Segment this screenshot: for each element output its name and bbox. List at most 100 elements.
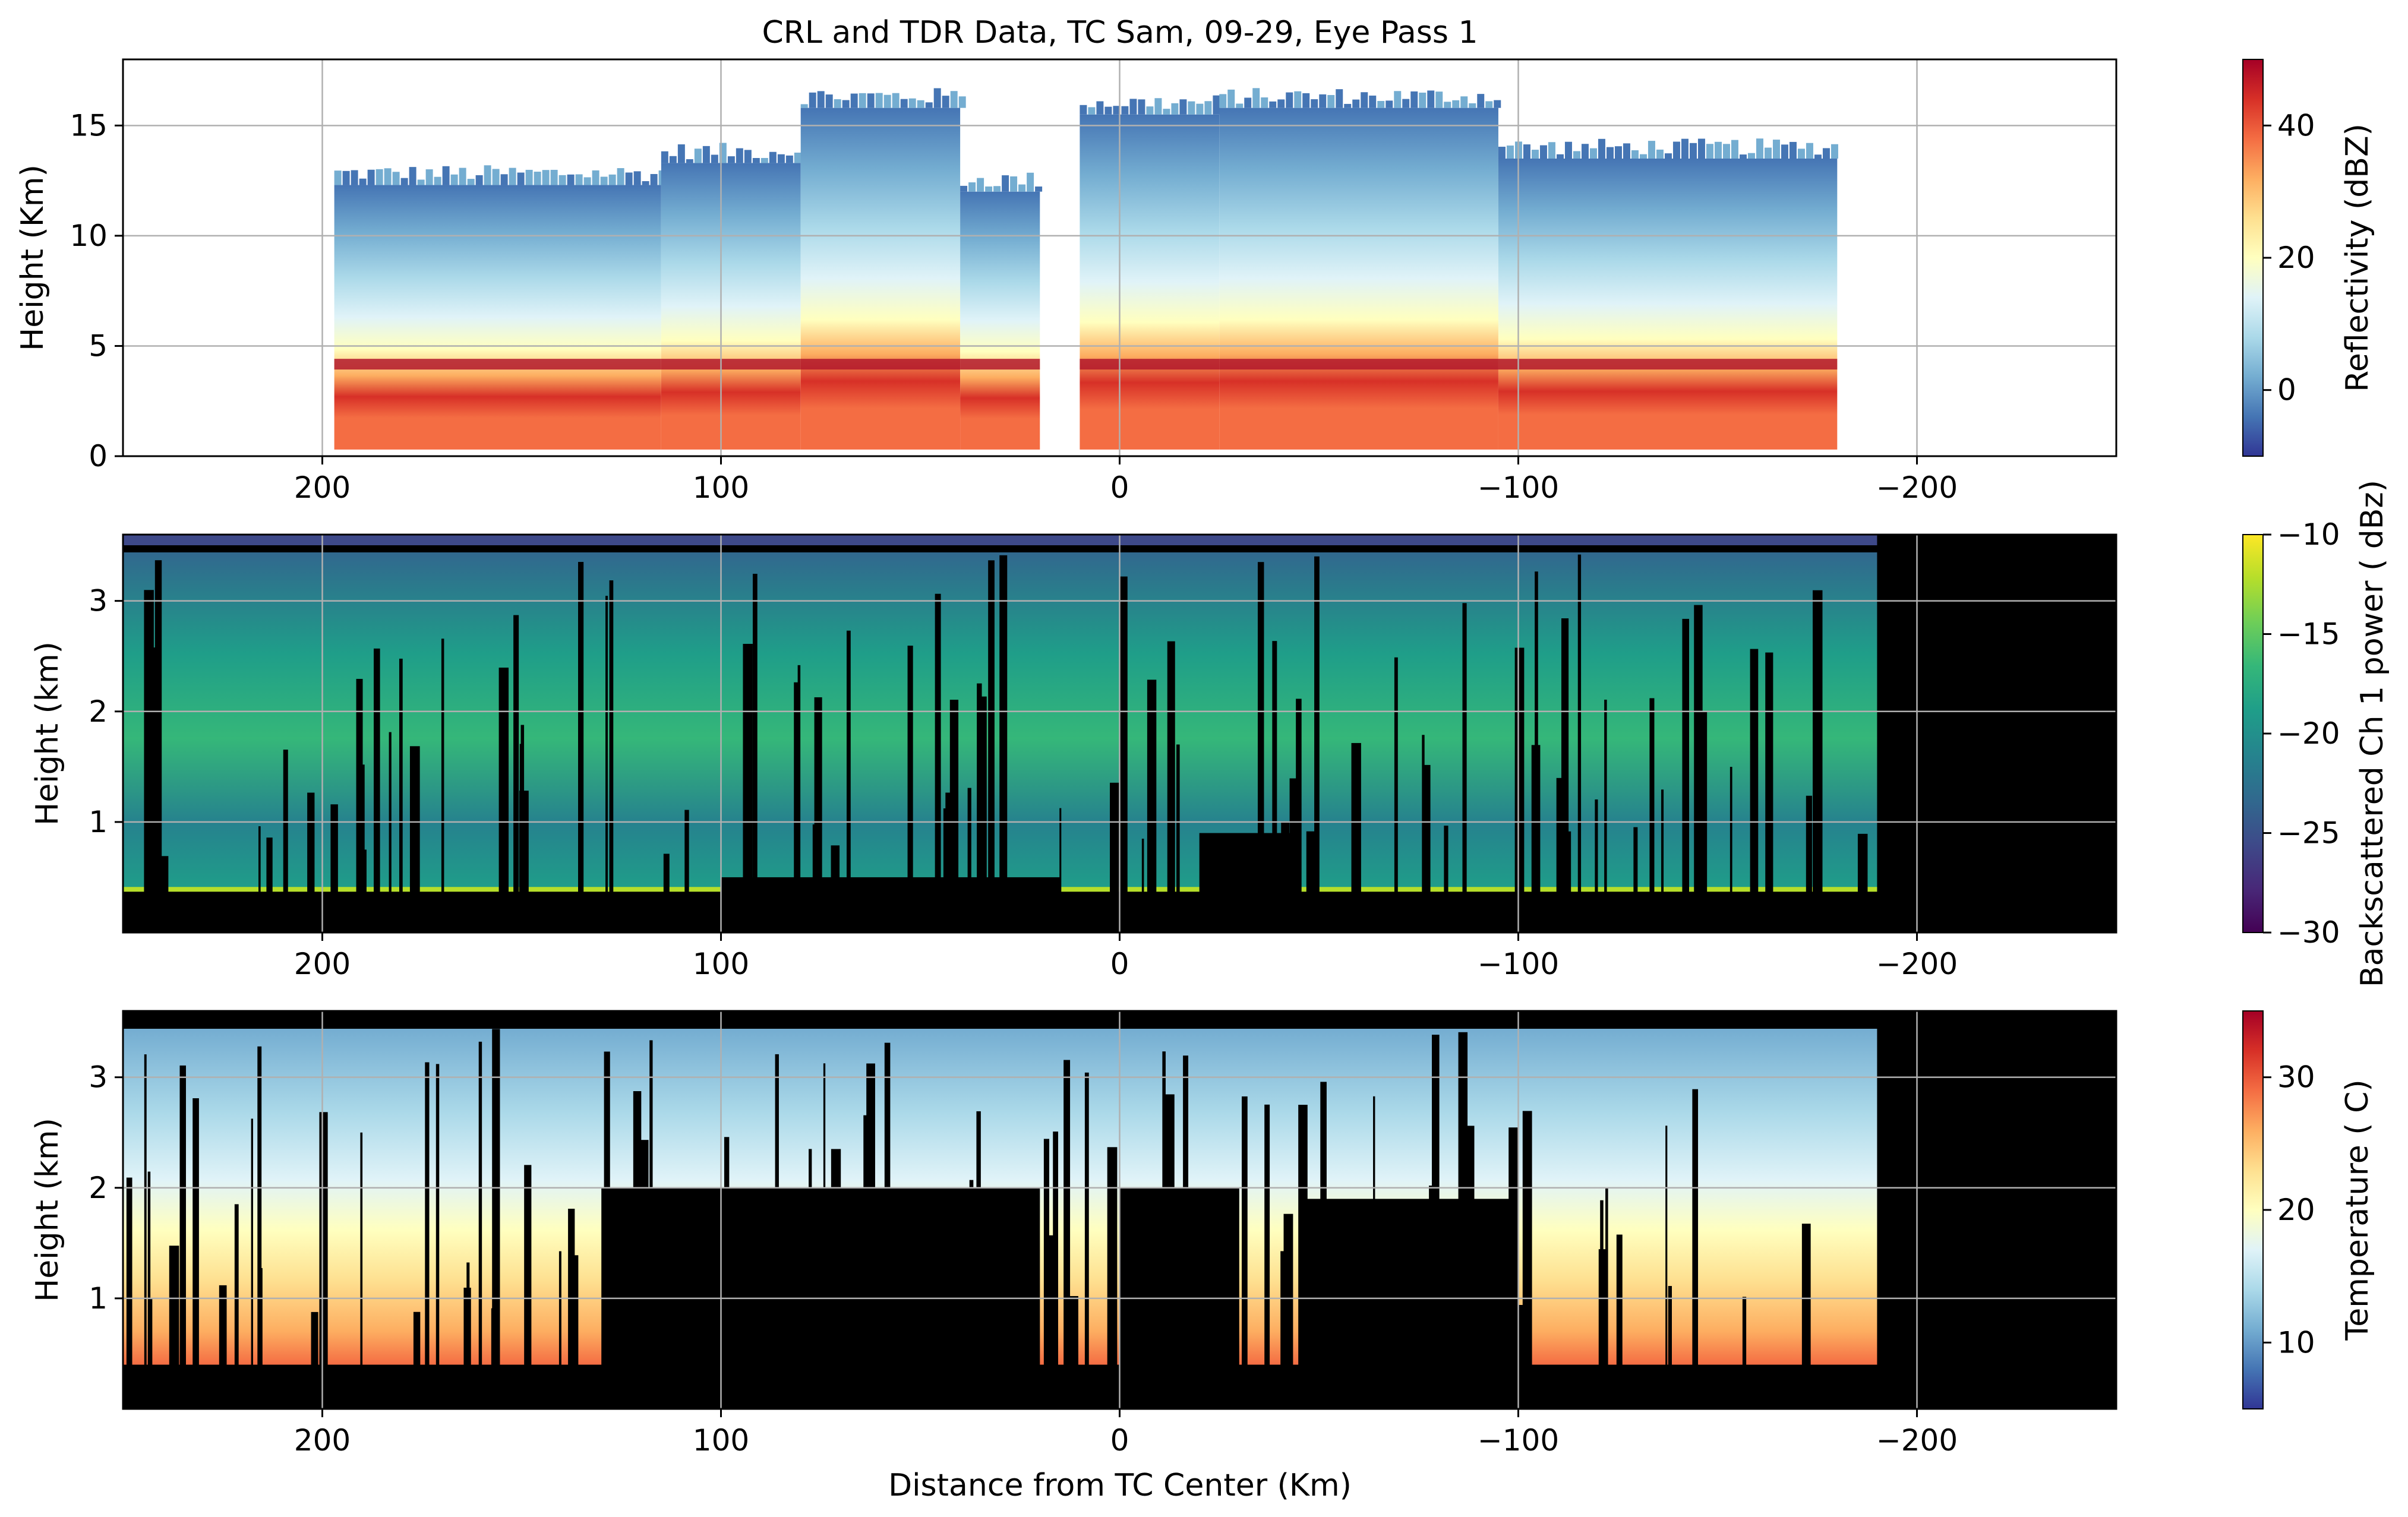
echo-top-cell [1163, 109, 1170, 115]
attenuation-streak [1682, 618, 1690, 933]
attenuation-streak [1439, 1228, 1444, 1409]
echo-top-cell [1822, 148, 1830, 159]
bright-band [1219, 359, 1498, 370]
attenuation-streak [809, 1149, 812, 1409]
attenuation-streak [1577, 554, 1582, 933]
colorbar-tick-label: −25 [2277, 816, 2340, 851]
echo-top-cell [509, 167, 516, 185]
attenuation-streak [258, 826, 261, 933]
echo-top-cell [392, 172, 400, 185]
attenuation-streak [192, 1098, 199, 1409]
echo-top-cell [785, 155, 793, 163]
backscatter-field [123, 535, 1877, 933]
colorbar-tick-label: 30 [2277, 1060, 2315, 1095]
attenuation-streak [159, 856, 169, 933]
echo-top-cell [1531, 150, 1539, 159]
colorbar-label: Temperature ( C) [2340, 1079, 2375, 1341]
attenuation-streak [399, 658, 403, 933]
x-ticks: 200 100 0 −100 −200 [294, 933, 1958, 981]
echo-top-cell [760, 157, 768, 163]
echo-top-cell [727, 156, 735, 163]
echo-top-cell [892, 93, 900, 108]
echo-top-cell [459, 167, 466, 185]
echo-top-cell [633, 171, 641, 185]
attenuation-streak [1423, 764, 1431, 933]
echo-top-cell [1419, 92, 1427, 108]
echo-top-cell [1386, 100, 1393, 108]
x-tick-label: −100 [1478, 470, 1559, 505]
y-axis-label: Height (km) [30, 641, 65, 826]
echo-top-cell [1506, 146, 1514, 159]
echo-top-cell [400, 178, 408, 185]
echo-top-cell [1410, 91, 1418, 108]
echo-top-cell [900, 99, 908, 108]
attenuation-streak [1466, 1126, 1475, 1409]
echo-top-cell [1556, 154, 1564, 159]
attenuation-streak [319, 1112, 328, 1409]
attenuation-streak [1110, 782, 1119, 933]
echo-top-cell [1664, 153, 1672, 159]
echo-top-cell [1154, 98, 1162, 115]
echo-top-cell [908, 98, 916, 108]
reflectivity-band [960, 191, 1040, 450]
attenuation-streak [1281, 821, 1290, 933]
echo-top-cell [883, 94, 891, 108]
attenuation-streak [831, 1149, 841, 1409]
echo-top-cell [1789, 141, 1797, 159]
attenuation-streak [1564, 831, 1571, 933]
attenuation-streak [1296, 699, 1302, 933]
attenuation-streak [152, 647, 157, 933]
attenuation-streak [1043, 1139, 1050, 1409]
echo-top-cell [1213, 95, 1220, 115]
colorbar-tick-label: −20 [2277, 716, 2340, 751]
echo-top-cell [534, 172, 541, 185]
attenuation-streak [1168, 686, 1174, 933]
echo-top-cell [1523, 144, 1530, 159]
colorbar-tick-label: 10 [2277, 1325, 2315, 1360]
echo-top-cell [1814, 154, 1822, 159]
reflectivity-band [800, 108, 961, 450]
echo-top-cell [617, 168, 624, 185]
echo-top-cell [769, 151, 777, 163]
attenuation-streak [1280, 1251, 1285, 1409]
attenuation-streak [558, 1251, 561, 1409]
attenuation-streak [1014, 1249, 1023, 1409]
echo-top-cell [567, 174, 575, 185]
echo-top-cell [1689, 143, 1697, 159]
x-tick-label: 100 [693, 470, 749, 505]
colorbar-tick-label: 20 [2277, 1193, 2315, 1227]
attenuation-streak [1600, 1200, 1604, 1409]
echo-top-cell [875, 93, 883, 108]
attenuation-streak [1351, 742, 1361, 933]
attenuation-streak [1394, 657, 1398, 933]
attenuation-streak [356, 678, 363, 933]
colorbar-tick-label: 40 [2277, 108, 2315, 143]
attenuation-streak [633, 1091, 642, 1409]
echo-top-cell [1121, 106, 1129, 115]
attenuation-streak [409, 746, 420, 933]
gridlines [123, 1011, 2116, 1409]
backscatter-panel: 200 100 0 −100 −200 1 2 3 Height (km) −30 −25 −2… [30, 480, 2390, 987]
attenuation-streak [976, 1111, 981, 1409]
echo-top-cell [1227, 89, 1235, 108]
attenuation-streak [794, 682, 800, 933]
echo-top-cell [958, 96, 966, 108]
attenuation-streak [969, 1180, 974, 1409]
attenuation-streak [846, 630, 851, 933]
attenuation-streak [1531, 745, 1541, 933]
echo-top-cell [1435, 91, 1443, 108]
attenuation-streak [1487, 1257, 1490, 1409]
echo-top-cell [1319, 94, 1327, 108]
echo-top-cell [1494, 100, 1501, 108]
attenuation-streak [307, 792, 315, 933]
x-tick-label: −100 [1478, 1423, 1559, 1458]
x-ticks: 200 100 0 −100 −200 [294, 1409, 1958, 1458]
attenuation-streak [266, 837, 273, 933]
attenuation-streak [126, 1177, 132, 1409]
x-tick-label: 100 [693, 1423, 749, 1458]
y-axis-label: Height (km) [30, 1118, 65, 1302]
attenuation-streak [144, 590, 154, 933]
attenuation-streak [1462, 603, 1467, 933]
echo-top-cell [1369, 95, 1377, 108]
echo-top-cell [558, 175, 566, 185]
